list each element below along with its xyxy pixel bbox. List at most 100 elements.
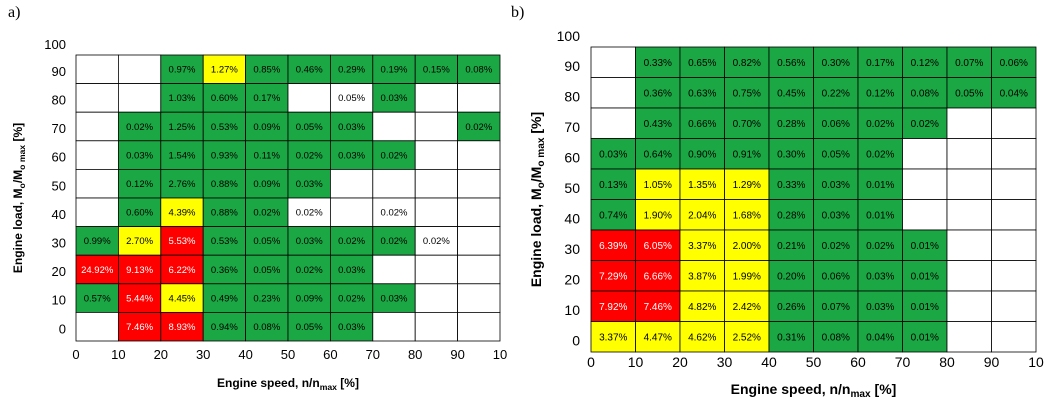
cell-value-label: 0.12% bbox=[126, 179, 153, 190]
heat-cell bbox=[457, 254, 501, 285]
cell-value-label: 0.03% bbox=[338, 265, 365, 276]
heat-cell bbox=[202, 311, 246, 342]
heat-cell bbox=[414, 283, 459, 313]
cell-value-label: 0.03% bbox=[338, 150, 365, 161]
heat-cell bbox=[414, 140, 459, 170]
panel-a-letter: a) bbox=[8, 4, 21, 21]
heat-cell bbox=[118, 83, 162, 113]
heat-cell bbox=[372, 54, 416, 85]
panel-b-letter: b) bbox=[511, 4, 525, 21]
heat-cell bbox=[329, 111, 374, 142]
heat-cell bbox=[202, 197, 246, 228]
x-tick-label: 50 bbox=[281, 347, 295, 362]
heat-cell bbox=[202, 226, 246, 256]
heat-cell bbox=[160, 283, 204, 313]
heat-cell bbox=[245, 54, 289, 85]
heat-cell bbox=[287, 83, 331, 113]
cell-value-label: 24.92% bbox=[81, 265, 114, 276]
cell-value-label: 1.03% bbox=[169, 93, 196, 104]
heat-cell bbox=[287, 311, 331, 342]
cell-value-label: 0.02% bbox=[338, 293, 365, 304]
heat-cell bbox=[118, 311, 162, 342]
heat-cell bbox=[75, 254, 119, 285]
cell-value-label: 0.02% bbox=[296, 265, 323, 276]
heat-cell bbox=[414, 226, 459, 256]
cell-value-label: 0.03% bbox=[381, 93, 408, 104]
y-tick-label: 70 bbox=[52, 121, 66, 136]
heat-cell bbox=[414, 168, 459, 199]
cell-value-label: 0.08% bbox=[253, 322, 280, 333]
cell-value-label: 0.03% bbox=[296, 179, 323, 190]
heat-cell bbox=[245, 140, 289, 170]
cell-value-label: 7.46% bbox=[126, 322, 153, 333]
y-tick-label: 100 bbox=[44, 37, 66, 52]
cell-value-label: 0.02% bbox=[381, 150, 408, 161]
cell-value-label: 0.03% bbox=[381, 293, 408, 304]
cell-value-label: 0.88% bbox=[211, 179, 238, 190]
heat-cell bbox=[245, 83, 289, 113]
cell-value-label: 0.23% bbox=[253, 293, 280, 304]
x-axis-label: Engine speed, n/nmax [%] bbox=[217, 376, 359, 392]
cell-value-label: 0.02% bbox=[338, 236, 365, 247]
y-axis-label: Engine load, Mo/Mo max [%] bbox=[11, 123, 27, 273]
cell-value-label: 0.02% bbox=[465, 122, 492, 133]
cell-value-label: 0.08% bbox=[465, 65, 492, 76]
y-tick-label: 10 bbox=[52, 293, 66, 308]
cell-value-label: 5.53% bbox=[169, 236, 196, 247]
x-tick-label: 90 bbox=[450, 347, 464, 362]
heat-cell bbox=[160, 197, 204, 228]
heat-cell bbox=[372, 311, 416, 342]
heat-cell bbox=[75, 226, 119, 256]
cell-value-label: 0.88% bbox=[211, 208, 238, 219]
cell-value-label: 0.02% bbox=[296, 208, 323, 219]
heat-cell bbox=[414, 111, 459, 142]
cell-value-label: 0.19% bbox=[381, 65, 408, 76]
x-tick-label: 40 bbox=[238, 347, 252, 362]
cell-value-label: 6.22% bbox=[169, 265, 196, 276]
heat-cell bbox=[372, 83, 416, 113]
heat-cell bbox=[118, 168, 162, 199]
heat-cell bbox=[160, 54, 204, 85]
cell-value-label: 0.85% bbox=[253, 65, 280, 76]
cell-value-label: 1.25% bbox=[169, 122, 196, 133]
y-tick-label: 60 bbox=[52, 150, 66, 165]
x-tick-label: 10 bbox=[493, 347, 507, 362]
cell-value-label: 0.05% bbox=[296, 322, 323, 333]
heat-cell bbox=[457, 111, 501, 142]
heat-cell bbox=[75, 311, 119, 342]
heat-cell bbox=[75, 111, 119, 142]
cell-value-label: 0.97% bbox=[169, 65, 196, 76]
y-tick-label: 0 bbox=[59, 321, 66, 336]
cell-value-label: 0.05% bbox=[338, 93, 365, 104]
cell-value-label: 0.11% bbox=[254, 150, 281, 161]
heat-cell bbox=[457, 140, 501, 170]
heat-cell bbox=[457, 283, 501, 313]
heat-cell bbox=[414, 197, 459, 228]
cell-value-label: 0.60% bbox=[126, 208, 153, 219]
heat-cell bbox=[160, 83, 204, 113]
cell-value-label: 2.70% bbox=[126, 236, 153, 247]
cell-value-label: 0.15% bbox=[423, 65, 450, 76]
cell-value-label: 0.05% bbox=[253, 265, 280, 276]
heat-cell bbox=[457, 168, 501, 199]
heat-cell bbox=[372, 283, 416, 313]
heat-cell bbox=[457, 197, 501, 228]
heat-cell bbox=[329, 168, 374, 199]
x-tick-label: 10 bbox=[111, 347, 125, 362]
x-tick-label: 30 bbox=[196, 347, 210, 362]
heat-cell bbox=[245, 283, 289, 313]
cell-value-label: 0.02% bbox=[381, 236, 408, 247]
cell-value-label: 0.99% bbox=[84, 236, 111, 247]
y-tick-label: 40 bbox=[52, 207, 66, 222]
cell-value-label: 8.93% bbox=[169, 322, 196, 333]
heat-cell bbox=[287, 254, 331, 285]
heat-cell bbox=[160, 254, 204, 285]
heat-cell bbox=[160, 168, 204, 199]
cell-value-label: 0.09% bbox=[253, 122, 280, 133]
x-tick-label: 0 bbox=[72, 347, 79, 362]
heat-cell bbox=[75, 54, 119, 85]
heat-cell bbox=[287, 283, 331, 313]
cell-value-label: 1.27% bbox=[211, 65, 238, 76]
cell-value-label: 0.53% bbox=[211, 122, 238, 133]
heat-cell bbox=[372, 197, 416, 228]
